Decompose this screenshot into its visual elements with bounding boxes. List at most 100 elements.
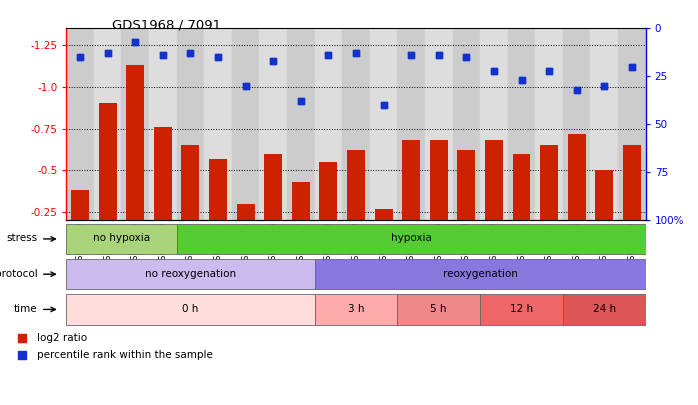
Point [599,83,610,89]
Bar [94,28,121,220]
Text: reoxygenation: reoxygenation [443,269,517,279]
Bar [265,153,282,220]
Point [130,38,141,45]
Bar [623,145,641,220]
Bar [126,65,144,220]
Point [185,50,196,57]
Point [212,54,223,60]
Bar [485,140,503,220]
Bar [205,28,232,220]
Bar [595,170,614,220]
FancyBboxPatch shape [66,259,315,290]
Point [102,50,113,57]
Point [267,58,279,64]
Bar [181,145,200,220]
Bar [292,182,310,220]
FancyBboxPatch shape [66,224,177,254]
Bar [209,158,227,220]
Point [185,50,196,57]
Bar [567,134,586,220]
Text: no hypoxia: no hypoxia [93,233,150,243]
Bar [452,28,480,220]
Bar [209,158,227,220]
Bar [397,28,425,220]
Bar [149,28,177,220]
Bar [237,204,255,220]
Point [17,352,28,359]
Point [406,52,417,58]
Point [599,83,610,89]
Point [406,52,417,58]
Bar [567,134,586,220]
FancyBboxPatch shape [480,294,563,325]
FancyBboxPatch shape [66,294,315,325]
Point [75,54,86,60]
FancyBboxPatch shape [315,259,646,290]
Bar [507,28,535,220]
Bar [265,153,282,220]
Bar [457,150,475,220]
Point [516,77,527,83]
Text: 12 h: 12 h [510,304,533,314]
Bar [535,28,563,220]
Bar [457,150,475,220]
Bar [66,28,94,220]
Text: log2 ratio: log2 ratio [37,333,87,343]
Point [544,67,555,74]
Bar [71,190,89,220]
Bar [375,209,392,220]
Point [350,50,362,57]
Text: protocol: protocol [0,269,38,279]
Point [350,50,362,57]
Bar [430,140,447,220]
Bar [623,145,641,220]
Point [433,52,445,58]
Bar [375,209,392,220]
Bar [71,190,89,220]
Point [322,52,334,58]
Point [489,67,500,74]
Point [267,58,279,64]
Text: GDS1968 / 7091: GDS1968 / 7091 [112,18,221,31]
Point [102,50,113,57]
Bar [237,204,255,220]
Bar [315,28,342,220]
Point [461,54,472,60]
Bar [480,28,507,220]
Point [626,64,637,70]
Point [378,102,389,109]
Point [157,52,168,58]
Bar [347,150,365,220]
Point [433,52,445,58]
FancyBboxPatch shape [563,294,646,325]
Text: 5 h: 5 h [431,304,447,314]
FancyBboxPatch shape [397,294,480,325]
Text: no reoxygenation: no reoxygenation [145,269,236,279]
Point [17,335,28,341]
Point [571,87,582,93]
Point [75,54,86,60]
Point [240,83,251,89]
Point [295,98,306,104]
Bar [98,103,117,220]
Bar [320,162,337,220]
Point [489,67,500,74]
Text: 3 h: 3 h [348,304,364,314]
Point [516,77,527,83]
Bar [320,162,337,220]
Point [157,52,168,58]
Bar [485,140,503,220]
Point [130,38,141,45]
Point [544,67,555,74]
Bar [402,140,420,220]
Bar [512,153,530,220]
Bar [402,140,420,220]
Bar [126,65,144,220]
Point [322,52,334,58]
Bar [154,127,172,220]
Point [295,98,306,104]
Point [378,102,389,109]
Text: time: time [14,304,38,314]
Bar [540,145,558,220]
Bar [512,153,530,220]
